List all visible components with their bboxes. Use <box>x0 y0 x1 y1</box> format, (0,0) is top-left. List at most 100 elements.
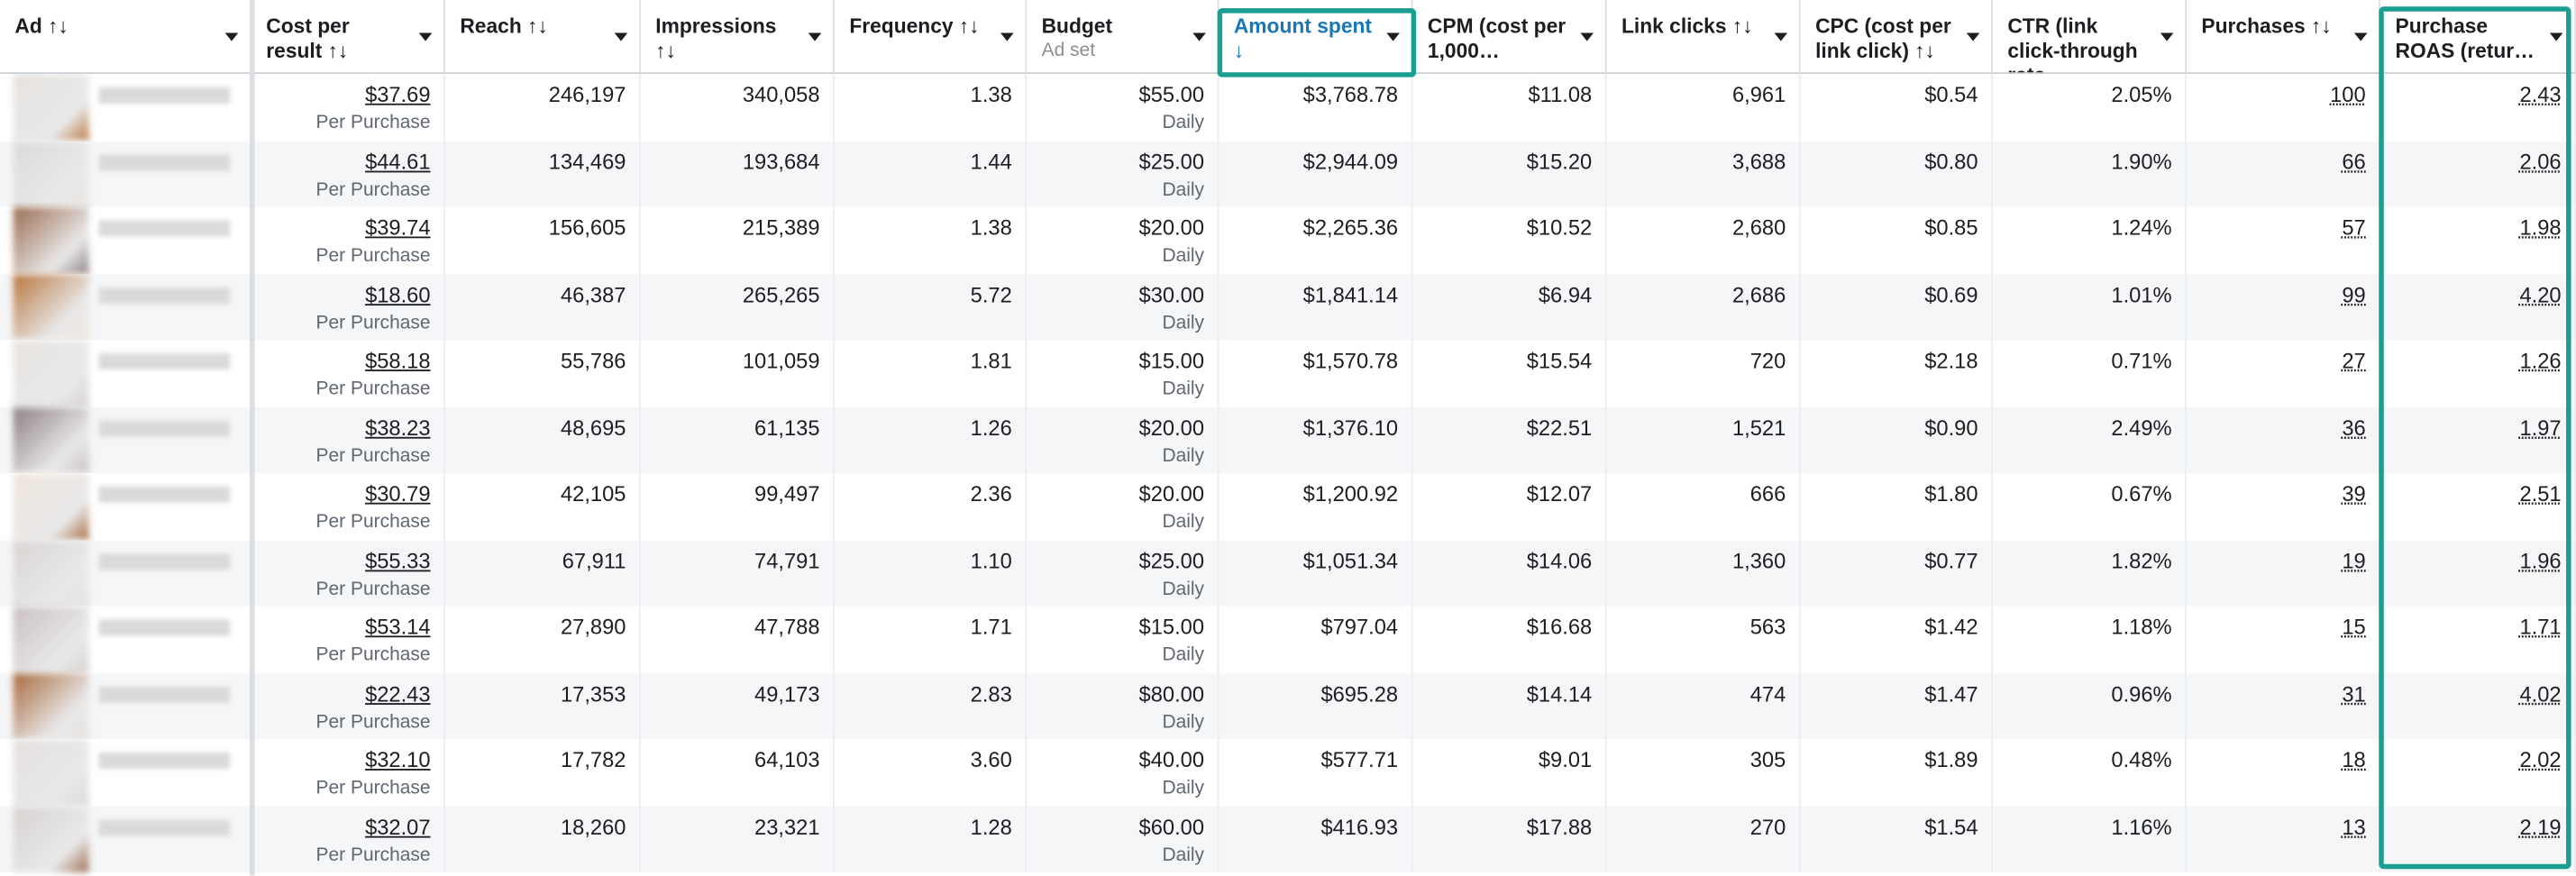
cell-value[interactable]: $39.74 <box>365 214 431 241</box>
table-row[interactable]: $53.14 Per Purchase 27,890 47,788 1.71 $15.00… <box>0 606 2576 673</box>
dropdown-caret[interactable] <box>808 32 822 41</box>
cell-value[interactable]: $18.60 <box>365 281 431 306</box>
cell-value: 215,389 <box>742 214 820 241</box>
table-cell: 101,059 <box>641 340 835 407</box>
table-cell: $1,051.34 <box>1219 539 1413 607</box>
cell-subtext: Daily <box>1162 445 1205 466</box>
cell-value: 193,684 <box>742 148 820 174</box>
cell-value: 13 <box>2342 814 2366 839</box>
table-row[interactable]: $32.07 Per Purchase 18,260 23,321 1.28 $60.00… <box>0 806 2576 872</box>
table-cell: 193,684 <box>641 140 835 207</box>
table-cell: 1.26 <box>835 406 1028 473</box>
table-row[interactable]: $38.23 Per Purchase 48,695 61,135 1.26 $20.00… <box>0 406 2576 473</box>
column-header[interactable]: Reach ↑↓ <box>444 0 641 75</box>
dropdown-caret[interactable] <box>1000 32 1014 41</box>
table-cell: $2.18 <box>1801 340 1993 407</box>
dropdown-caret[interactable] <box>1774 32 1788 41</box>
dropdown-caret[interactable] <box>1192 32 1206 41</box>
table-cell: 1,360 <box>1607 539 1801 607</box>
column-header[interactable]: CPM (cost per 1,000… <box>1412 0 1607 75</box>
column-header[interactable]: CTR (link click-through rate… <box>1992 0 2188 75</box>
cell-value[interactable]: $58.18 <box>365 348 431 373</box>
cell-value[interactable]: $32.10 <box>365 747 431 772</box>
table-cell: $15.20 <box>1413 140 1607 207</box>
table-cell: 1.10 <box>835 539 1028 607</box>
cell-subtext: Per Purchase <box>315 113 431 133</box>
ad-name[interactable] <box>98 287 231 304</box>
dropdown-caret[interactable] <box>1580 32 1594 41</box>
cell-value: $416.93 <box>1320 814 1399 839</box>
ad-name[interactable] <box>98 486 231 503</box>
table-row[interactable]: $58.18 Per Purchase 55,786 101,059 1.81 $15.0… <box>0 340 2576 407</box>
cell-value[interactable]: $38.23 <box>365 415 431 440</box>
dropdown-caret[interactable] <box>2549 32 2563 41</box>
ad-name[interactable] <box>98 220 231 237</box>
cell-value: $577.71 <box>1320 747 1399 772</box>
ad-name[interactable] <box>98 153 231 170</box>
cell-value[interactable]: $32.07 <box>365 814 431 839</box>
cell-value: 2.51 <box>2519 481 2562 506</box>
table-row[interactable]: $55.33 Per Purchase 67,911 74,791 1.10 $25.00… <box>0 539 2576 607</box>
table-cell: $0.90 <box>1801 406 1993 473</box>
cell-value[interactable]: $37.69 <box>365 82 431 107</box>
ad-name[interactable] <box>98 685 231 703</box>
dropdown-caret[interactable] <box>2160 32 2174 41</box>
table-row[interactable]: $32.10 Per Purchase 17,782 64,103 3.60 $40.00… <box>0 739 2576 807</box>
column-header[interactable]: CPC (cost per link click) ↑↓ <box>1800 0 1993 75</box>
ad-name[interactable] <box>98 352 231 370</box>
cell-value[interactable]: $22.43 <box>365 680 431 706</box>
table-cell: 17,782 <box>445 739 641 807</box>
column-header[interactable]: Purchase ROAS (retur… <box>2380 0 2576 75</box>
table-row[interactable]: $37.69 Per Purchase 246,197 340,058 1.38 $55.… <box>0 74 2576 141</box>
table-row[interactable]: $30.79 Per Purchase 42,105 99,497 2.36 $20.00… <box>0 472 2576 540</box>
table-row[interactable]: $44.61 Per Purchase 134,469 193,684 1.44 $25.… <box>0 140 2576 207</box>
table-row[interactable]: $18.60 Per Purchase 46,387 265,265 5.72 $30.0… <box>0 273 2576 341</box>
ad-name[interactable] <box>98 818 231 835</box>
ad-name[interactable] <box>98 552 231 570</box>
cell-value: 0.96% <box>2111 680 2172 706</box>
cell-subtext: Daily <box>1162 844 1205 865</box>
column-header[interactable]: Purchases ↑↓ <box>2187 0 2381 75</box>
table-cell: 474 <box>1607 672 1801 740</box>
table-cell: 47,788 <box>641 606 835 673</box>
header-label: Impressions ↑↓ <box>655 14 777 63</box>
cell-value: $1,051.34 <box>1302 547 1399 573</box>
dropdown-caret[interactable] <box>614 32 628 41</box>
table-cell: 13 <box>2187 806 2381 872</box>
cell-value: $0.54 <box>1924 82 1978 107</box>
dropdown-caret[interactable] <box>1966 32 1980 41</box>
ad-name[interactable] <box>98 419 231 436</box>
ad-thumbnail <box>13 539 89 607</box>
dropdown-caret[interactable] <box>1386 32 1400 41</box>
table-cell: 15 <box>2187 606 2381 673</box>
cell-value: $15.00 <box>1138 614 1205 640</box>
cell-value: 57 <box>2342 214 2366 241</box>
header-label: Cost per result ↑↓ <box>266 14 350 63</box>
cell-value[interactable]: $55.33 <box>365 547 431 573</box>
column-header[interactable]: Ad ↑↓ <box>0 0 251 75</box>
column-header[interactable]: Amount spent ↓ <box>1219 0 1413 75</box>
table-cell: $2,265.36 <box>1219 206 1413 274</box>
cell-value[interactable]: $53.14 <box>365 614 431 640</box>
cell-value[interactable]: $44.61 <box>365 148 431 174</box>
column-header[interactable]: Link clicks ↑↓ <box>1606 0 1801 75</box>
dropdown-caret[interactable] <box>224 32 239 41</box>
column-header[interactable]: Impressions ↑↓ <box>640 0 835 75</box>
table-row[interactable]: $39.74 Per Purchase 156,605 215,389 1.38 $20.… <box>0 206 2576 274</box>
header-label: Ad ↑↓ <box>14 14 69 38</box>
table-cell: 1.82% <box>1993 539 2188 607</box>
column-header[interactable]: Frequency ↑↓ <box>834 0 1028 75</box>
column-header[interactable]: Budget Ad set <box>1027 0 1219 75</box>
cell-value: 265,265 <box>742 281 820 306</box>
table-cell: 1.18% <box>1993 606 2188 673</box>
column-header[interactable]: Cost per result ↑↓ <box>251 0 445 75</box>
table-row[interactable]: $22.43 Per Purchase 17,353 49,173 2.83 $80.00… <box>0 672 2576 740</box>
cell-value: 31 <box>2342 680 2366 706</box>
cell-value: 74,791 <box>754 547 820 573</box>
cell-value[interactable]: $30.79 <box>365 481 431 506</box>
dropdown-caret[interactable] <box>418 32 433 41</box>
ad-name[interactable] <box>98 87 231 104</box>
ad-name[interactable] <box>98 752 231 770</box>
dropdown-caret[interactable] <box>2353 32 2368 41</box>
ad-name[interactable] <box>98 619 231 636</box>
